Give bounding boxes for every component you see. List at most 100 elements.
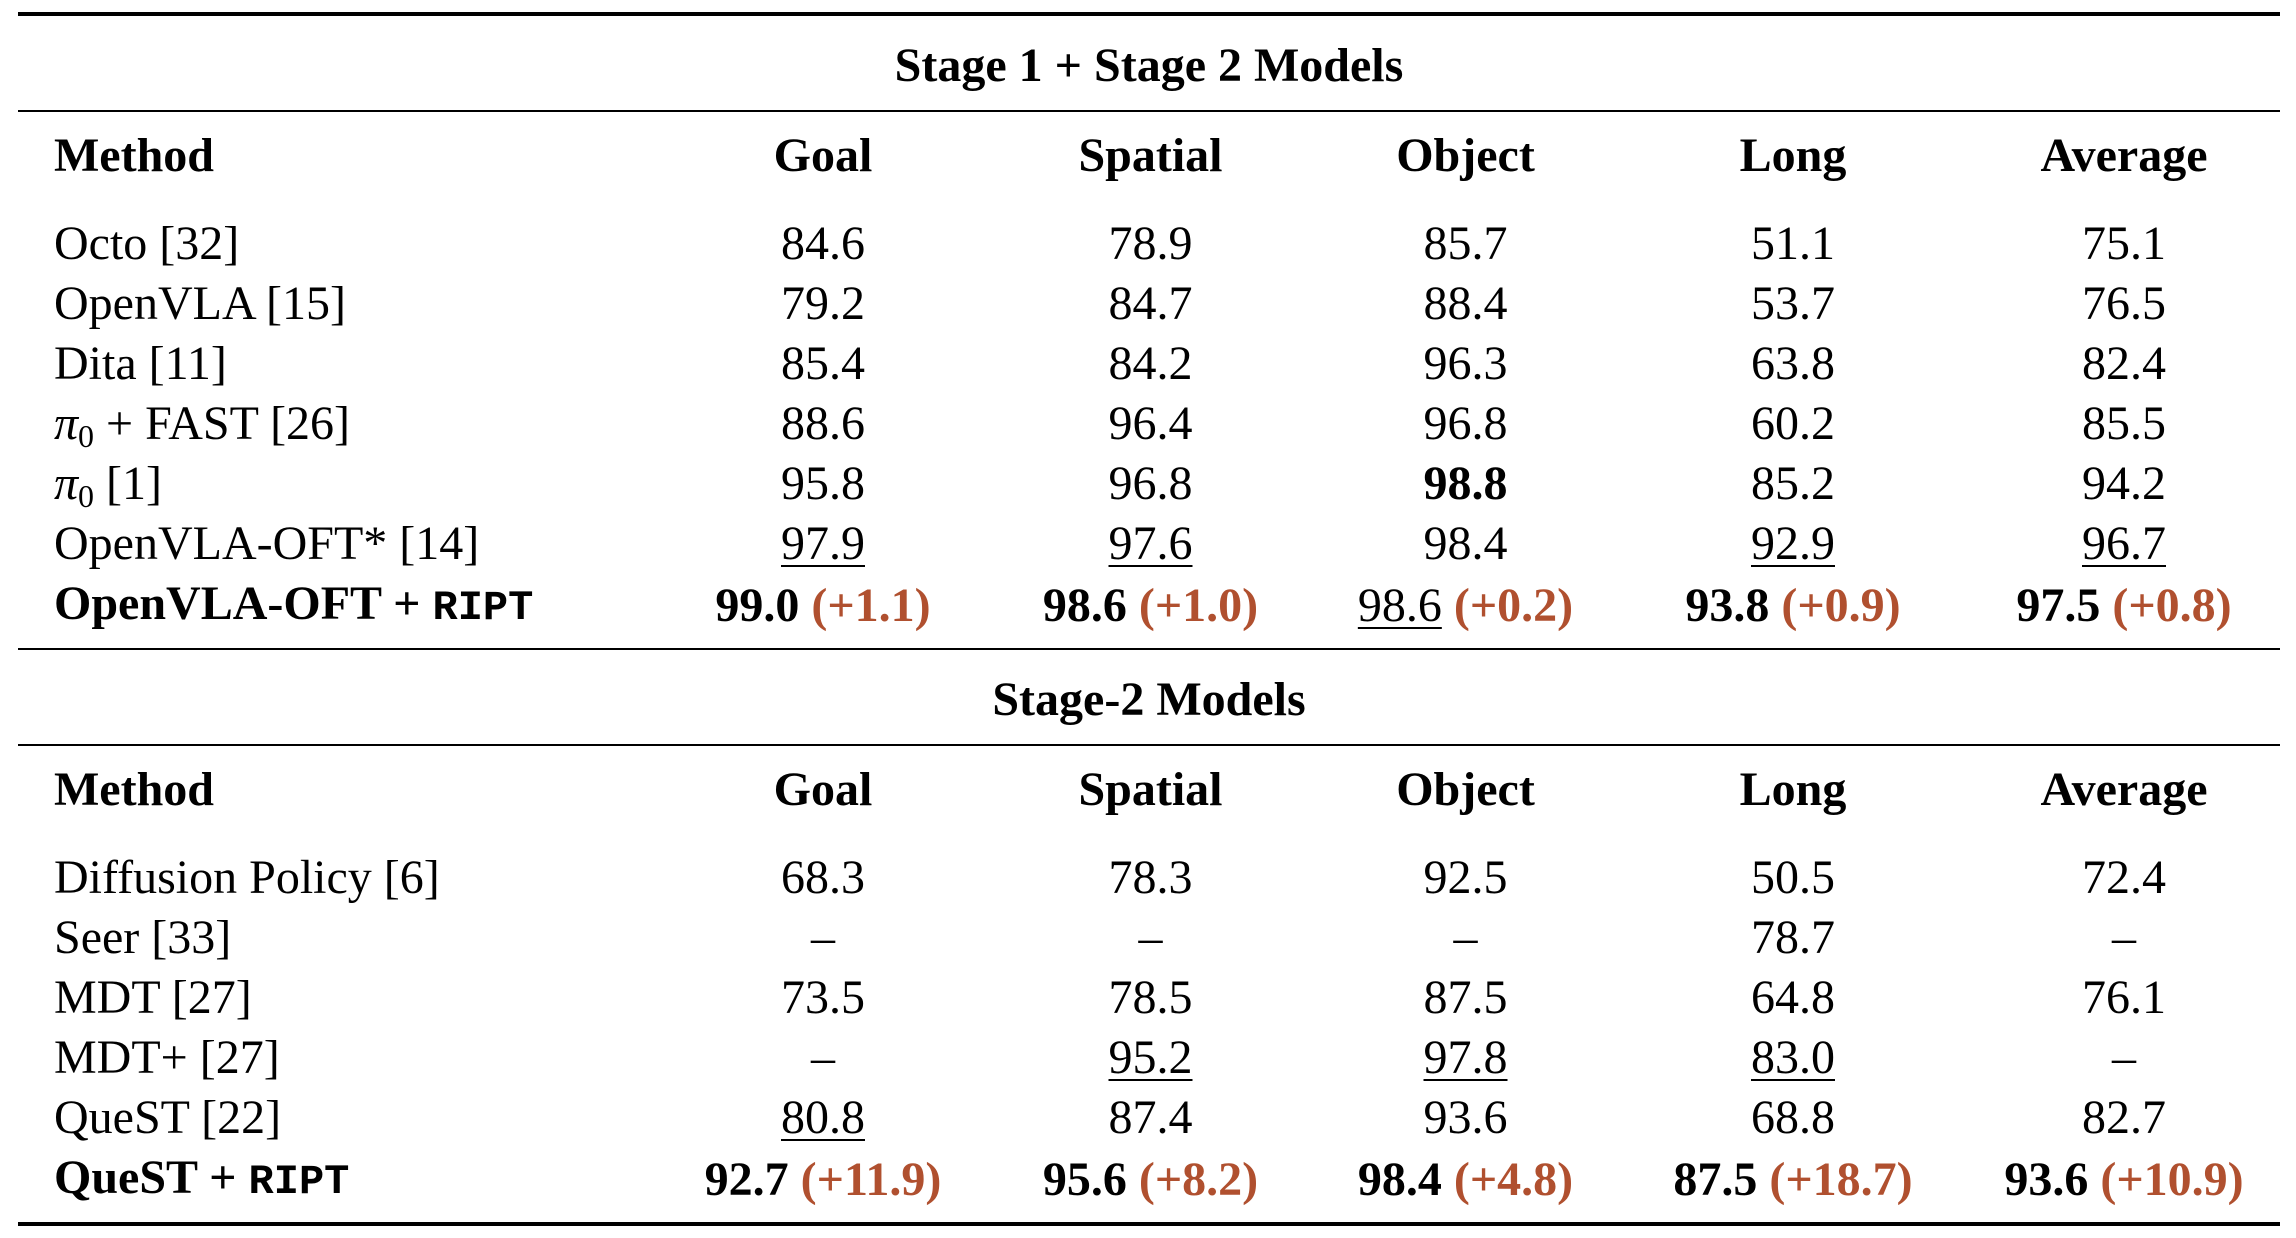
average-cell: 94.2 bbox=[2082, 457, 2166, 510]
method-base: QueST + bbox=[54, 1151, 249, 1204]
column-header-object: Object bbox=[1396, 129, 1535, 182]
object-cell: – bbox=[1453, 911, 1478, 964]
goal-cell: 84.6 bbox=[781, 217, 865, 270]
column-header-object: Object bbox=[1396, 763, 1535, 816]
goal-value: 99.0 bbox=[715, 579, 800, 632]
goal-cell: 97.9 bbox=[658, 514, 988, 574]
column-header-spatial: Spatial bbox=[1078, 763, 1223, 816]
object-value: 98.6 bbox=[1357, 579, 1442, 632]
long-cell: 87.5 (+18.7) bbox=[1618, 1148, 1968, 1226]
average-cell: 97.5 (+0.8) bbox=[1968, 574, 2280, 649]
table-row-ours: QueST + RIPT 92.7 (+11.9) 95.6 (+8.2) 98… bbox=[18, 1148, 2280, 1226]
method-cell: OpenVLA [15] bbox=[54, 277, 346, 330]
average-cell: 76.1 bbox=[2082, 971, 2166, 1024]
ript-tag: RIPT bbox=[432, 584, 534, 632]
object-cell: 98.6 (+0.2) bbox=[1313, 574, 1618, 649]
long-gain: (+0.9) bbox=[1781, 579, 1901, 632]
object-cell: 85.7 bbox=[1423, 217, 1508, 270]
object-gain: (+0.2) bbox=[1453, 579, 1574, 632]
long-cell: 83.0 bbox=[1618, 1028, 1968, 1088]
spatial-cell: 78.9 bbox=[1108, 217, 1193, 270]
method-cell: Diffusion Policy [6] bbox=[54, 851, 440, 904]
average-cell: – bbox=[2112, 911, 2136, 964]
long-cell: 92.9 bbox=[1618, 514, 1968, 574]
table-row: OpenVLA-OFT* [14] 97.9 97.6 98.4 92.9 96… bbox=[18, 514, 2280, 574]
spatial-cell: 97.6 bbox=[988, 514, 1313, 574]
goal-cell: 99.0 (+1.1) bbox=[658, 574, 988, 649]
pi-subscript: 0 bbox=[78, 418, 95, 454]
column-header-average: Average bbox=[2040, 129, 2208, 182]
object-cell: 98.4 bbox=[1423, 517, 1508, 570]
method-cell: π0 [1] bbox=[18, 454, 658, 514]
goal-cell: – bbox=[811, 911, 835, 964]
average-value: 96.7 bbox=[2082, 517, 2166, 570]
spatial-cell: 95.6 (+8.2) bbox=[988, 1148, 1313, 1226]
average-cell: 93.6 (+10.9) bbox=[1968, 1148, 2280, 1226]
table-row: π0 + FAST [26] 88.6 96.4 96.8 60.2 85.5 bbox=[18, 394, 2280, 454]
method-cell: Dita [11] bbox=[54, 337, 227, 390]
column-header-method: Method bbox=[54, 763, 214, 816]
spatial-cell: 87.4 bbox=[1108, 1091, 1193, 1144]
spatial-cell: 84.2 bbox=[1108, 337, 1193, 390]
spatial-cell: 84.7 bbox=[1108, 277, 1193, 330]
goal-cell: 79.2 bbox=[781, 277, 865, 330]
spatial-gain: (+1.0) bbox=[1138, 579, 1259, 632]
spatial-value: 98.6 bbox=[1042, 579, 1127, 632]
average-cell: 85.5 bbox=[2082, 397, 2166, 450]
long-value: 93.8 bbox=[1685, 579, 1770, 632]
method-cell: Octo [32] bbox=[54, 217, 240, 270]
table-row: Diffusion Policy [6] 68.3 78.3 92.5 50.5… bbox=[18, 834, 2280, 908]
column-header-long: Long bbox=[1739, 129, 1847, 182]
object-cell: 88.4 bbox=[1423, 277, 1508, 330]
pi-symbol: π bbox=[54, 457, 79, 510]
table-row: MDT [27] 73.5 78.5 87.5 64.8 76.1 bbox=[18, 968, 2280, 1028]
column-header-method: Method bbox=[54, 129, 214, 182]
average-gain: (+10.9) bbox=[2100, 1153, 2244, 1206]
average-value: 93.6 bbox=[2004, 1153, 2089, 1206]
long-cell: 60.2 bbox=[1751, 397, 1835, 450]
spatial-cell: – bbox=[1138, 911, 1163, 964]
object-gain: (+4.8) bbox=[1453, 1153, 1574, 1206]
goal-cell: 85.4 bbox=[781, 337, 865, 390]
table-row-ours: OpenVLA-OFT + RIPT 99.0 (+1.1) 98.6 (+1.… bbox=[18, 574, 2280, 649]
spatial-cell: 95.2 bbox=[988, 1028, 1313, 1088]
method-cell: QueST [22] bbox=[54, 1091, 282, 1144]
spatial-cell: 98.6 (+1.0) bbox=[988, 574, 1313, 649]
spatial-value: 97.6 bbox=[1108, 517, 1193, 570]
results-table: Stage 1 + Stage 2 Models Method Goal Spa… bbox=[18, 12, 2280, 1226]
long-gain: (+18.7) bbox=[1769, 1153, 1913, 1206]
goal-cell: 73.5 bbox=[781, 971, 865, 1024]
goal-gain: (+1.1) bbox=[811, 579, 931, 632]
object-cell: 87.5 bbox=[1423, 971, 1508, 1024]
average-cell: 72.4 bbox=[2082, 851, 2166, 904]
pi-symbol: π bbox=[54, 397, 79, 450]
object-cell: 92.5 bbox=[1423, 851, 1508, 904]
goal-cell: 68.3 bbox=[781, 851, 865, 904]
goal-value: 92.7 bbox=[704, 1153, 789, 1206]
table-row: QueST [22] 80.8 87.4 93.6 68.8 82.7 bbox=[18, 1088, 2280, 1148]
header-row: Method Goal Spatial Object Long Average bbox=[18, 111, 2280, 200]
average-cell: 82.4 bbox=[2082, 337, 2166, 390]
long-value: 92.9 bbox=[1751, 517, 1835, 570]
long-cell: 68.8 bbox=[1751, 1091, 1835, 1144]
column-header-spatial: Spatial bbox=[1078, 129, 1223, 182]
ript-tag: RIPT bbox=[248, 1158, 350, 1206]
long-cell: 51.1 bbox=[1751, 217, 1835, 270]
table-row: Seer [33] – – – 78.7 – bbox=[18, 908, 2280, 968]
object-value: 97.8 bbox=[1423, 1031, 1508, 1084]
long-cell: 64.8 bbox=[1751, 971, 1835, 1024]
long-value: 83.0 bbox=[1751, 1031, 1835, 1084]
long-cell: 78.7 bbox=[1751, 911, 1835, 964]
average-cell: 75.1 bbox=[2082, 217, 2166, 270]
long-value: 87.5 bbox=[1673, 1153, 1758, 1206]
method-cell: OpenVLA-OFT + RIPT bbox=[18, 574, 658, 649]
table-row: π0 [1] 95.8 96.8 98.8 85.2 94.2 bbox=[18, 454, 2280, 514]
table-row: Dita [11] 85.4 84.2 96.3 63.8 82.4 bbox=[18, 334, 2280, 394]
long-cell: 53.7 bbox=[1751, 277, 1835, 330]
object-cell: 97.8 bbox=[1313, 1028, 1618, 1088]
column-header-average: Average bbox=[2040, 763, 2208, 816]
header-row: Method Goal Spatial Object Long Average bbox=[18, 745, 2280, 834]
method-cell: OpenVLA-OFT* [14] bbox=[54, 517, 480, 570]
method-rest: [1] bbox=[94, 457, 163, 510]
